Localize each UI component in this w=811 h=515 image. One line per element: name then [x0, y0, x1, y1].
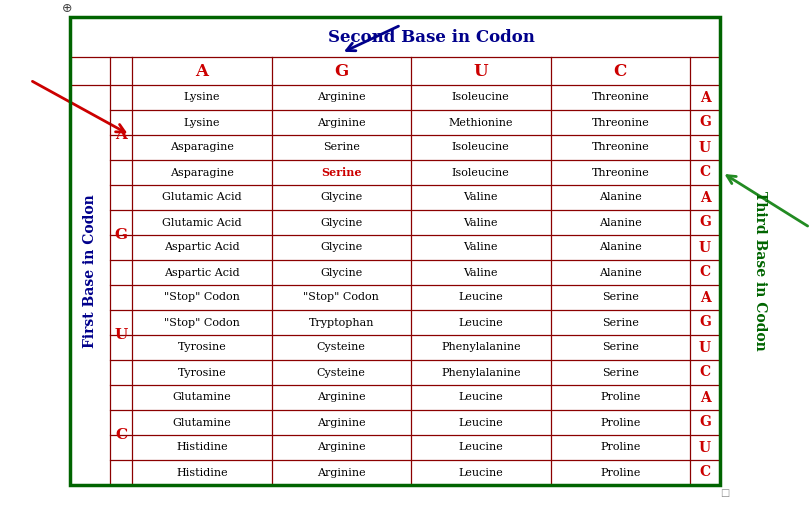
Text: G: G	[334, 62, 349, 79]
Text: "Stop" Codon: "Stop" Codon	[164, 293, 240, 302]
Text: Threonine: Threonine	[591, 93, 649, 102]
Text: A: A	[700, 290, 710, 304]
Text: Valine: Valine	[464, 243, 498, 252]
Text: C: C	[699, 366, 710, 380]
Text: Leucine: Leucine	[458, 442, 503, 453]
Text: G: G	[114, 228, 127, 242]
Text: Phenylalanine: Phenylalanine	[441, 342, 521, 352]
Text: ⊕: ⊕	[62, 3, 72, 15]
Text: U: U	[114, 328, 127, 342]
Text: □: □	[720, 488, 730, 498]
Text: Tyrosine: Tyrosine	[178, 368, 226, 377]
Text: U: U	[699, 241, 711, 254]
Text: Glutamic Acid: Glutamic Acid	[162, 217, 242, 228]
Text: Glutamic Acid: Glutamic Acid	[162, 193, 242, 202]
Text: Arginine: Arginine	[317, 418, 366, 427]
Text: Valine: Valine	[464, 193, 498, 202]
Text: Alanine: Alanine	[599, 217, 642, 228]
Text: Isoleucine: Isoleucine	[452, 143, 509, 152]
Text: G: G	[699, 115, 711, 129]
Text: A: A	[700, 191, 710, 204]
Text: "Stop" Codon: "Stop" Codon	[164, 318, 240, 328]
Text: Arginine: Arginine	[317, 117, 366, 128]
Text: C: C	[699, 266, 710, 280]
Text: Histidine: Histidine	[176, 468, 228, 477]
Text: Glycine: Glycine	[320, 217, 363, 228]
Text: Serine: Serine	[602, 293, 639, 302]
Text: Tryptophan: Tryptophan	[308, 318, 374, 328]
Text: Leucine: Leucine	[458, 392, 503, 403]
Text: Arginine: Arginine	[317, 392, 366, 403]
Text: Valine: Valine	[464, 267, 498, 278]
Text: Alanine: Alanine	[599, 243, 642, 252]
Text: A: A	[195, 62, 208, 79]
Text: Asparagine: Asparagine	[169, 143, 234, 152]
Text: Serine: Serine	[602, 368, 639, 377]
Text: Second Base in Codon: Second Base in Codon	[328, 28, 534, 45]
Text: Serine: Serine	[323, 143, 360, 152]
Bar	[70, 17, 720, 485]
Text: Glutamine: Glutamine	[173, 418, 231, 427]
Text: Proline: Proline	[600, 418, 641, 427]
Text: G: G	[699, 316, 711, 330]
Text: Threonine: Threonine	[591, 117, 649, 128]
Text: Aspartic Acid: Aspartic Acid	[164, 267, 239, 278]
Text: Third Base in Codon: Third Base in Codon	[753, 191, 767, 351]
Text: Serine: Serine	[602, 342, 639, 352]
Text: Proline: Proline	[600, 392, 641, 403]
Text: Lysine: Lysine	[183, 93, 220, 102]
Text: Glycine: Glycine	[320, 193, 363, 202]
Text: A: A	[115, 128, 127, 142]
Text: Arginine: Arginine	[317, 442, 366, 453]
Text: "Stop" Codon: "Stop" Codon	[303, 293, 380, 302]
Text: Serine: Serine	[321, 167, 362, 178]
Text: U: U	[699, 440, 711, 455]
Text: Glycine: Glycine	[320, 267, 363, 278]
Text: Alanine: Alanine	[599, 267, 642, 278]
Text: Tyrosine: Tyrosine	[178, 342, 226, 352]
Text: A: A	[700, 390, 710, 404]
Text: Glycine: Glycine	[320, 243, 363, 252]
Text: Asparagine: Asparagine	[169, 167, 234, 178]
Text: Isoleucine: Isoleucine	[452, 93, 509, 102]
Text: Cysteine: Cysteine	[317, 368, 366, 377]
Text: Arginine: Arginine	[317, 468, 366, 477]
Text: C: C	[699, 165, 710, 180]
Text: Leucine: Leucine	[458, 418, 503, 427]
Text: U: U	[699, 141, 711, 154]
Text: Glutamine: Glutamine	[173, 392, 231, 403]
Text: C: C	[699, 466, 710, 479]
Text: Cysteine: Cysteine	[317, 342, 366, 352]
Text: Phenylalanine: Phenylalanine	[441, 368, 521, 377]
Text: Proline: Proline	[600, 468, 641, 477]
Text: Methionine: Methionine	[448, 117, 513, 128]
Text: Histidine: Histidine	[176, 442, 228, 453]
Text: Lysine: Lysine	[183, 117, 220, 128]
Text: C: C	[115, 428, 127, 442]
Text: G: G	[699, 416, 711, 430]
Text: U: U	[699, 340, 711, 354]
Text: Isoleucine: Isoleucine	[452, 167, 509, 178]
Text: Alanine: Alanine	[599, 193, 642, 202]
Text: Aspartic Acid: Aspartic Acid	[164, 243, 239, 252]
Text: Leucine: Leucine	[458, 293, 503, 302]
Text: Valine: Valine	[464, 217, 498, 228]
Text: U: U	[474, 62, 488, 79]
Text: C: C	[614, 62, 627, 79]
Text: Leucine: Leucine	[458, 318, 503, 328]
Text: Threonine: Threonine	[591, 167, 649, 178]
Text: Leucine: Leucine	[458, 468, 503, 477]
Text: Threonine: Threonine	[591, 143, 649, 152]
Text: Arginine: Arginine	[317, 93, 366, 102]
Text: Serine: Serine	[602, 318, 639, 328]
Text: A: A	[700, 91, 710, 105]
Text: First Base in Codon: First Base in Codon	[83, 194, 97, 348]
Text: G: G	[699, 215, 711, 230]
Text: Proline: Proline	[600, 442, 641, 453]
